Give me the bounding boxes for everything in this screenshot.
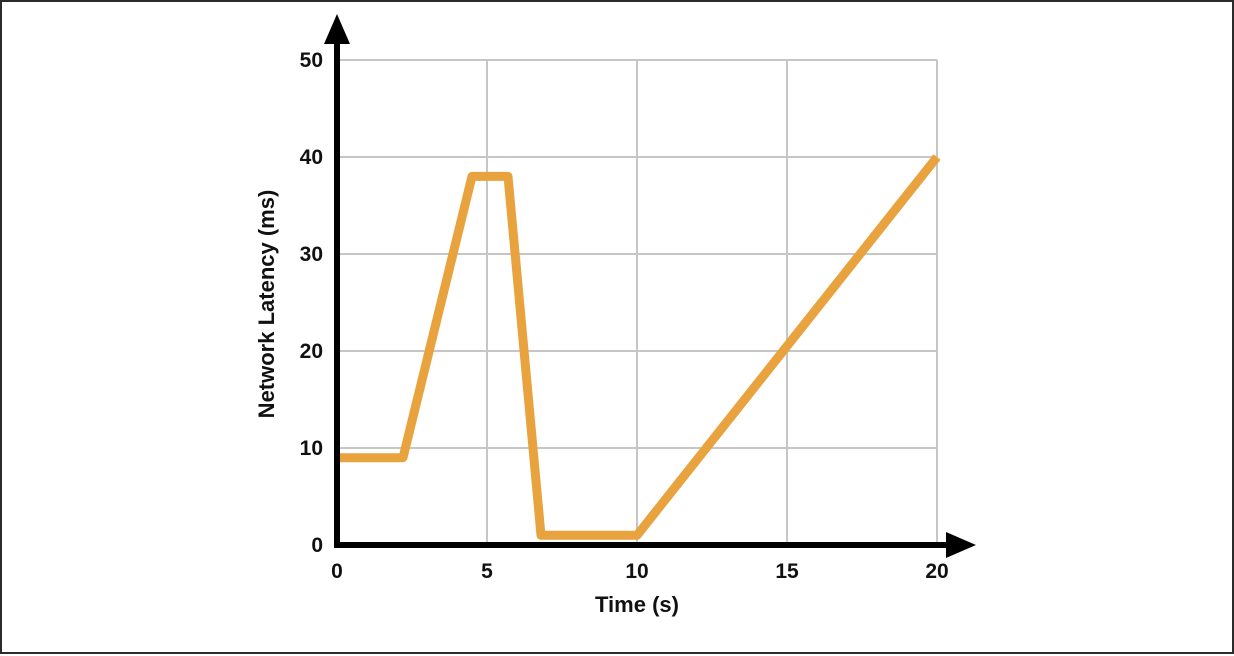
data-line-network-latency <box>337 154 941 540</box>
y-tick-label: 50 <box>300 49 323 72</box>
x-tick-label: 20 <box>925 560 948 583</box>
x-tick-label: 15 <box>775 560 799 583</box>
x-axis-arrow-icon <box>946 532 976 558</box>
y-tick-label: 40 <box>300 146 323 169</box>
y-tick-label: 20 <box>300 340 323 363</box>
grid-layer <box>337 59 938 545</box>
axes-layer <box>324 14 976 558</box>
x-tick-label: 5 <box>481 560 493 583</box>
y-tick-label: 0 <box>311 534 323 557</box>
y-axis-label: Network Latency (ms) <box>254 190 279 419</box>
series-layer <box>337 154 941 540</box>
ticks-layer: 0 5 10 15 20 0 10 20 30 40 50 <box>300 49 949 583</box>
y-tick-label: 10 <box>300 437 323 460</box>
x-tick-label: 10 <box>625 560 648 583</box>
x-tick-label: 0 <box>331 560 343 583</box>
y-tick-label: 30 <box>300 243 323 266</box>
y-axis-arrow-icon <box>324 14 350 44</box>
x-axis-label: Time (s) <box>595 592 679 617</box>
